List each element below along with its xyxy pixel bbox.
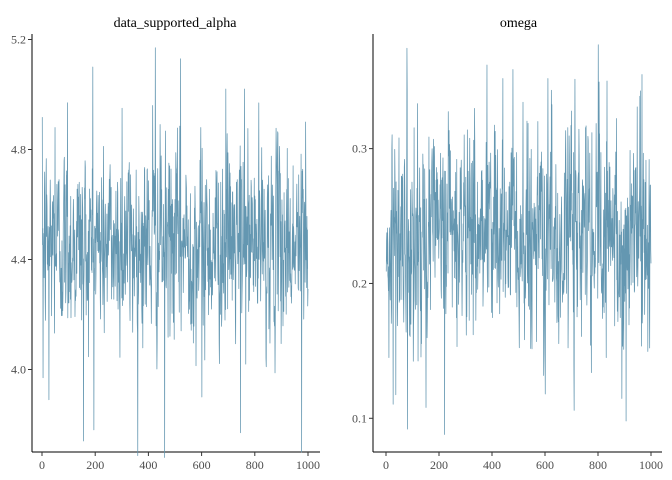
trace-line — [385, 44, 652, 435]
panel-title: data_supported_alpha — [114, 16, 238, 31]
x-tick-label: 800 — [246, 458, 264, 472]
x-tick-label: 600 — [536, 458, 554, 472]
x-tick-label: 0 — [39, 458, 45, 472]
y-tick-label: 4.0 — [11, 363, 26, 377]
y-tick-label: 5.2 — [11, 33, 26, 47]
x-tick-label: 1000 — [296, 458, 320, 472]
panel-omega: omega 0 200 400 600 800 1000 0.1 0.2 0.3 — [352, 16, 663, 472]
x-tick-label: 1000 — [639, 458, 663, 472]
panel-title: omega — [500, 16, 538, 31]
x-tick-label: 800 — [589, 458, 607, 472]
x-tick-label: 200 — [86, 458, 104, 472]
y-tick-label: 0.1 — [352, 411, 367, 425]
x-tick-label: 400 — [139, 458, 157, 472]
x-tick-label: 200 — [430, 458, 448, 472]
y-tick-label: 0.3 — [352, 142, 367, 156]
trace-line — [41, 47, 309, 458]
y-tick-label: 4.8 — [11, 143, 26, 157]
panel-data-supported-alpha: data_supported_alpha 0 200 400 600 800 1000 4.0… — [11, 16, 320, 472]
y-tick-label: 4.4 — [11, 253, 26, 267]
y-tick-label: 0.2 — [352, 276, 367, 290]
x-tick-label: 600 — [193, 458, 211, 472]
x-tick-label: 400 — [483, 458, 501, 472]
x-tick-label: 0 — [383, 458, 389, 472]
